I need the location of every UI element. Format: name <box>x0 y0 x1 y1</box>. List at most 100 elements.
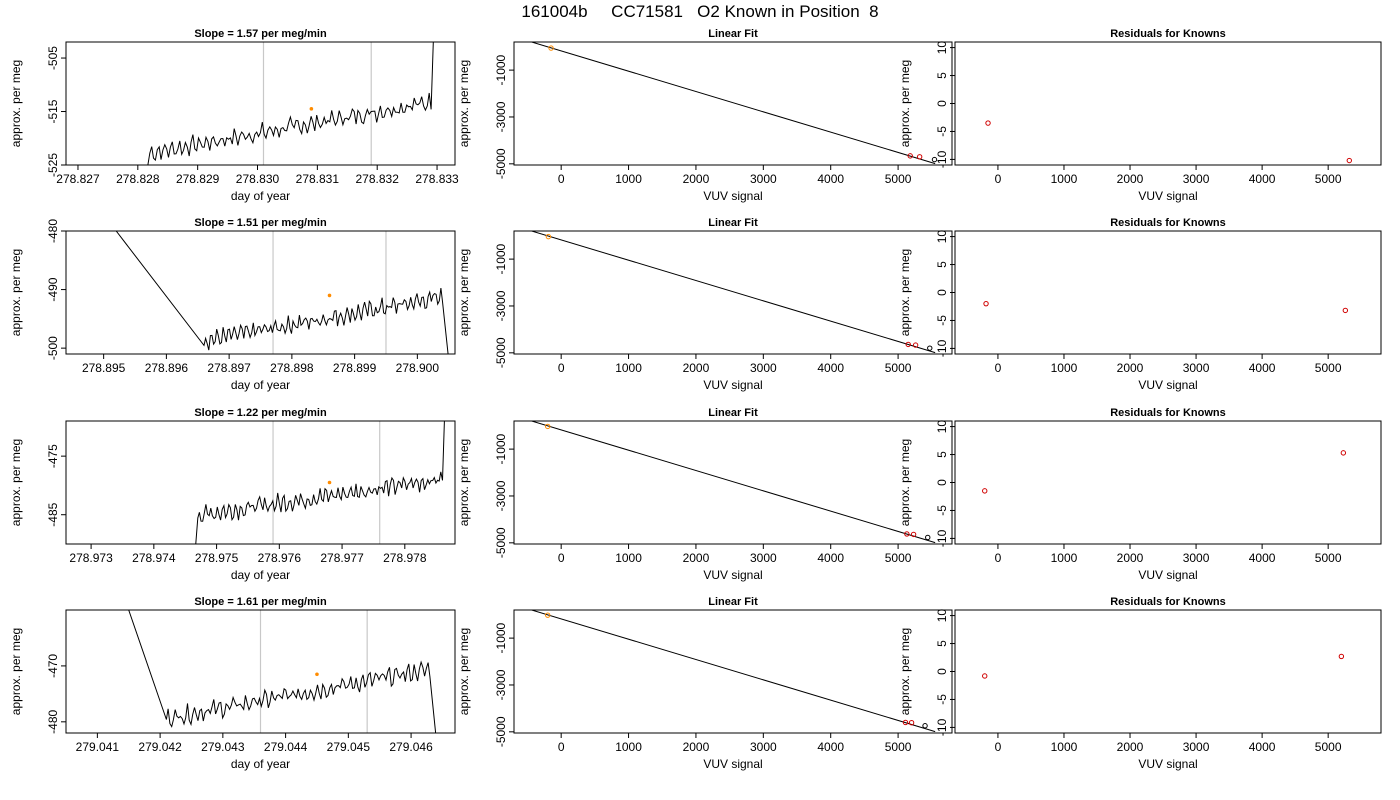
x-tick-label: 0 <box>995 172 1002 186</box>
x-tick-label: 5000 <box>1315 740 1342 754</box>
x-axis-label: VUV signal <box>1138 568 1197 582</box>
x-tick-label: 5000 <box>885 172 912 186</box>
x-tick-label: 278.975 <box>195 551 239 565</box>
chart-title: Slope = 1.61 per meg/min <box>194 596 327 608</box>
y-tick-label: -3000 <box>494 669 508 700</box>
x-tick-label: 278.832 <box>356 172 400 186</box>
y-tick-label: -1000 <box>494 54 508 85</box>
data-point <box>985 120 991 126</box>
y-axis-label: approx. per meg <box>9 628 23 715</box>
x-tick-label: 5000 <box>885 361 912 375</box>
x-tick-label: 278.897 <box>207 361 251 375</box>
y-tick-label: -5 <box>935 694 949 705</box>
data-trace-line <box>128 610 437 733</box>
sample-marker <box>327 480 332 485</box>
x-tick-label: 2000 <box>1117 740 1144 754</box>
chart-title: Linear Fit <box>708 596 758 608</box>
x-tick-label: 0 <box>558 740 565 754</box>
y-tick-label: 5 <box>935 451 949 458</box>
y-tick-label: -10 <box>935 529 949 547</box>
y-axis-label: approx. per meg <box>457 60 471 147</box>
y-tick-label: 10 <box>935 230 949 244</box>
x-tick-label: 278.827 <box>56 172 100 186</box>
data-point <box>908 719 915 726</box>
y-tick-label: -10 <box>935 718 949 736</box>
y-axis-label: approx. per meg <box>457 249 471 336</box>
x-tick-label: 278.895 <box>82 361 126 375</box>
y-tick-label: -5 <box>935 315 949 326</box>
data-point <box>904 531 910 537</box>
data-point <box>912 342 919 348</box>
x-tick-label: 0 <box>558 361 565 375</box>
y-tick-label: -480 <box>46 219 60 243</box>
x-tick-label: 3000 <box>750 361 777 375</box>
y-tick-label: -10 <box>935 150 949 168</box>
chart-title: Residuals for Knowns <box>1110 217 1226 229</box>
y-tick-label: -3000 <box>494 480 508 511</box>
x-tick-label: 278.976 <box>258 551 302 565</box>
x-axis-label: VUV signal <box>703 189 762 203</box>
y-tick-label: -1000 <box>494 433 508 464</box>
chart-panel-4: Slope = 1.51 per meg/min day of year appro… <box>9 217 456 392</box>
y-axis-label: approx. per meg <box>898 249 912 336</box>
plot-frame <box>513 420 953 545</box>
plot-frame <box>65 609 456 734</box>
x-axis-label: day of year <box>231 568 290 582</box>
plot-area <box>530 421 936 544</box>
y-tick-label: -480 <box>46 709 60 733</box>
chart-title: Slope = 1.22 per meg/min <box>194 407 327 419</box>
chart-panel-2: Linear Fit VUV signal approx. per meg 0 1000… <box>457 28 953 203</box>
plot-frame <box>513 230 953 355</box>
plot-frame <box>954 609 1382 734</box>
chart-title: Residuals for Knowns <box>1110 407 1226 419</box>
plot-frame <box>954 41 1382 166</box>
x-tick-label: 1000 <box>1051 551 1078 565</box>
x-tick-label: 4000 <box>1249 551 1276 565</box>
y-tick-label: -1000 <box>494 243 508 274</box>
x-tick-label: 278.896 <box>145 361 189 375</box>
y-tick-label: -5 <box>935 505 949 516</box>
x-tick-label: 4000 <box>1249 361 1276 375</box>
y-tick-label: -475 <box>46 444 60 468</box>
x-tick-label: 1000 <box>615 551 642 565</box>
x-tick-label: 279.043 <box>201 740 245 754</box>
y-tick-label: -485 <box>46 502 60 526</box>
chart-panel-9: Residuals for Knowns VUV signal approx. pe… <box>898 407 1382 582</box>
x-tick-label: 279.045 <box>327 740 371 754</box>
y-tick-label: -490 <box>46 277 60 301</box>
chart-title: Linear Fit <box>708 217 758 229</box>
plot-frame <box>65 230 456 355</box>
x-tick-label: 278.973 <box>69 551 113 565</box>
x-tick-label: 2000 <box>1117 551 1144 565</box>
y-tick-label: 5 <box>935 640 949 647</box>
chart-title: Residuals for Knowns <box>1110 28 1226 40</box>
plot-frame <box>513 609 953 734</box>
plot-frame <box>954 420 1382 545</box>
x-tick-label: 2000 <box>1117 172 1144 186</box>
chart-title: Linear Fit <box>708 28 758 40</box>
data-point <box>907 153 913 159</box>
data-trace-line <box>195 421 445 544</box>
data-trace-line <box>147 42 434 165</box>
data-point <box>916 154 923 160</box>
y-tick-label: 0 <box>935 668 949 675</box>
y-tick-label: 5 <box>935 261 949 268</box>
y-axis-label: approx. per meg <box>9 439 23 526</box>
y-tick-label: 10 <box>935 420 949 434</box>
data-point <box>1346 157 1352 164</box>
y-tick-label: -3000 <box>494 290 508 321</box>
x-tick-label: 3000 <box>1183 361 1210 375</box>
chart-title: Slope = 1.51 per meg/min <box>194 217 327 229</box>
chart-panel-1: Slope = 1.57 per meg/min day of year appro… <box>9 28 459 203</box>
y-tick-label: 5 <box>935 72 949 79</box>
x-tick-label: 3000 <box>750 551 777 565</box>
chart-panel-12: Residuals for Knowns VUV signal approx. pe… <box>898 596 1382 771</box>
x-tick-label: 278.830 <box>236 172 280 186</box>
data-point <box>1342 307 1349 314</box>
fit-line <box>530 610 936 733</box>
x-tick-label: 279.042 <box>138 740 182 754</box>
y-tick-label: -5000 <box>494 716 508 747</box>
plot-frame <box>65 420 456 545</box>
y-tick-label: -1000 <box>494 622 508 653</box>
x-tick-label: 4000 <box>817 172 844 186</box>
